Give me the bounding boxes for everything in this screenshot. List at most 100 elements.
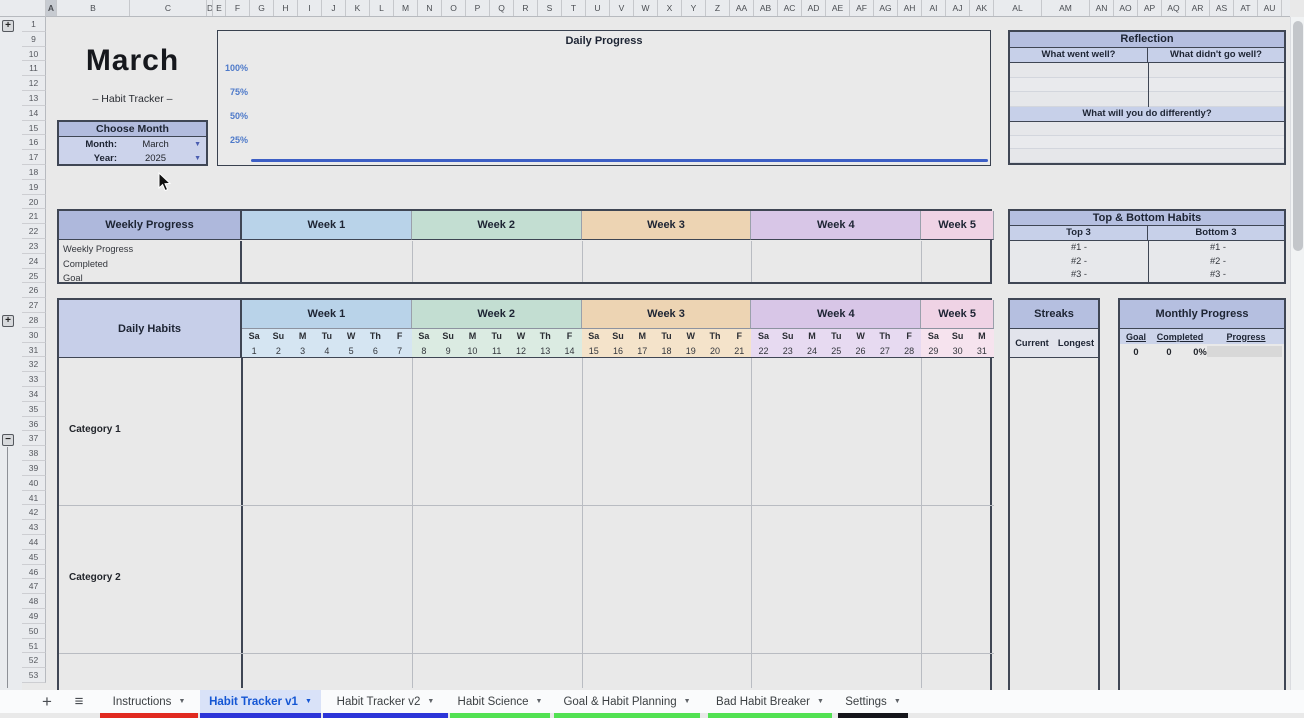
year-dropdown-icon[interactable]: ▼ <box>194 154 201 162</box>
column-header-AT[interactable]: AT <box>1234 0 1258 16</box>
column-header-AU[interactable]: AU <box>1258 0 1282 16</box>
column-header-L[interactable]: L <box>370 0 394 16</box>
row-header-53[interactable]: 53 <box>22 668 46 683</box>
column-header-G[interactable]: G <box>250 0 274 16</box>
column-header-U[interactable]: U <box>586 0 610 16</box>
column-headers[interactable]: A B C D E F G H I J K L M N O P Q R S T U V W X Y Z AA AB AC AD AE AF AG… <box>0 0 1290 17</box>
reflection-empty-row[interactable] <box>1010 135 1284 150</box>
column-header-Q[interactable]: Q <box>490 0 514 16</box>
column-header-A[interactable]: A <box>46 0 57 16</box>
row-header-21[interactable]: 21 <box>22 209 46 225</box>
top3-item[interactable]: #3 - <box>1070 269 1088 280</box>
row-header-22[interactable]: 22 <box>22 224 46 239</box>
reflection-empty-row[interactable] <box>1010 63 1284 78</box>
reflection-empty-row[interactable] <box>1010 149 1284 163</box>
row-header-35[interactable]: 35 <box>22 401 46 417</box>
row-header-18[interactable]: 18 <box>22 165 46 180</box>
sheet-tab-menu-icon[interactable]: ▼ <box>817 698 824 705</box>
row-header-20[interactable]: 20 <box>22 194 46 210</box>
sheet-tab-menu-icon[interactable]: ▼ <box>683 698 691 705</box>
column-header-X[interactable]: X <box>658 0 682 16</box>
column-header-O[interactable]: O <box>442 0 466 16</box>
sheet-tab-instructions[interactable]: Instructions ▼ <box>100 690 198 713</box>
row-header-48[interactable]: 48 <box>22 594 46 609</box>
row-header-50[interactable]: 50 <box>22 623 46 639</box>
row-header-12[interactable]: 12 <box>22 76 46 91</box>
row-header-13[interactable]: 13 <box>22 91 46 106</box>
sheet-tab-menu-icon[interactable]: ▼ <box>427 698 435 705</box>
row-header-49[interactable]: 49 <box>22 609 46 624</box>
row-header-10[interactable]: 10 <box>22 46 46 62</box>
row-header-39[interactable]: 39 <box>22 461 46 476</box>
reflection-empty-row[interactable] <box>1010 77 1284 93</box>
column-header-F[interactable]: F <box>226 0 250 16</box>
row-header-38[interactable]: 38 <box>22 446 46 461</box>
sheet-tab-settings[interactable]: Settings ▼ <box>838 690 908 713</box>
column-header-AH[interactable]: AH <box>898 0 922 16</box>
row-header-42[interactable]: 42 <box>22 505 46 521</box>
column-header-H[interactable]: H <box>274 0 298 16</box>
bottom3-item[interactable]: #2 - <box>1209 255 1227 266</box>
column-header-M[interactable]: M <box>394 0 418 16</box>
weekly-progress-row-labels[interactable]: Weekly Progress Completed Goal <box>59 241 242 283</box>
sheet-tab-menu-icon[interactable]: ▼ <box>304 698 312 705</box>
column-header-AM[interactable]: AM <box>1042 0 1090 16</box>
month-dropdown-icon[interactable]: ▼ <box>194 140 201 148</box>
column-header-AC[interactable]: AC <box>778 0 802 16</box>
row-header-45[interactable]: 45 <box>22 549 46 565</box>
column-header-AA[interactable]: AA <box>730 0 754 16</box>
row-header-23[interactable]: 23 <box>22 239 46 254</box>
reflection-top-rows[interactable] <box>1010 63 1284 107</box>
row-header-14[interactable]: 14 <box>22 105 46 121</box>
column-header-AO[interactable]: AO <box>1114 0 1138 16</box>
sheet-tab-menu-icon[interactable]: ▼ <box>893 698 901 705</box>
year-dropdown-value[interactable]: 2025 <box>144 152 167 164</box>
row-group-expand-button-top[interactable]: + <box>2 20 14 32</box>
column-header-Z[interactable]: Z <box>706 0 730 16</box>
sheet-tab-habit-tracker-v1[interactable]: Habit Tracker v1 ▼ <box>200 690 321 713</box>
row-group-collapse-button-37[interactable]: − <box>2 434 14 446</box>
column-header-K[interactable]: K <box>346 0 370 16</box>
column-header-AR[interactable]: AR <box>1186 0 1210 16</box>
column-header-P[interactable]: P <box>466 0 490 16</box>
row-header-26[interactable]: 26 <box>22 283 46 299</box>
row-header-37[interactable]: 37 <box>22 431 46 447</box>
column-header-AI[interactable]: AI <box>922 0 946 16</box>
sheet-tab-bad-habit-breaker[interactable]: Bad Habit Breaker ▼ <box>708 690 832 713</box>
row-header-24[interactable]: 24 <box>22 253 46 269</box>
month-dropdown-value[interactable]: March <box>142 138 169 150</box>
row-header-47[interactable]: 47 <box>22 579 46 595</box>
column-header-R[interactable]: R <box>514 0 538 16</box>
column-header-AS[interactable]: AS <box>1210 0 1234 16</box>
row-header-36[interactable]: 36 <box>22 416 46 432</box>
row-header-41[interactable]: 41 <box>22 490 46 506</box>
reflection-bottom-rows[interactable] <box>1010 122 1284 163</box>
column-header-B[interactable]: B <box>57 0 130 16</box>
column-header-E[interactable]: E <box>213 0 226 16</box>
bottom3-item[interactable]: #1 - <box>1209 242 1227 252</box>
row-header-27[interactable]: 27 <box>22 298 46 313</box>
column-header-T[interactable]: T <box>562 0 586 16</box>
sheet-tab-habit-tracker-v2[interactable]: Habit Tracker v2 ▼ <box>323 690 448 713</box>
column-header-V[interactable]: V <box>610 0 634 16</box>
column-header-AP[interactable]: AP <box>1138 0 1162 16</box>
column-header-AD[interactable]: AD <box>802 0 826 16</box>
column-header-AF[interactable]: AF <box>850 0 874 16</box>
column-header-N[interactable]: N <box>418 0 442 16</box>
row-header-1[interactable]: 1 <box>22 17 46 32</box>
goal-value[interactable]: 0 <box>1133 346 1139 357</box>
sheet-tab-goal-habit-planning[interactable]: Goal & Habit Planning ▼ <box>554 690 700 713</box>
column-header-AJ[interactable]: AJ <box>946 0 970 16</box>
row-header-33[interactable]: 33 <box>22 372 46 387</box>
row-header-30[interactable]: 30 <box>22 327 46 343</box>
all-sheets-button[interactable]: ≡ <box>74 693 84 710</box>
completed-value[interactable]: 0 <box>1166 346 1172 357</box>
row-header-52[interactable]: 52 <box>22 653 46 669</box>
column-header-AN[interactable]: AN <box>1090 0 1114 16</box>
sheet-tab-habit-science[interactable]: Habit Science ▼ <box>450 690 550 713</box>
row-header-11[interactable]: 11 <box>22 61 46 77</box>
vertical-scrollbar-thumb[interactable] <box>1293 21 1303 251</box>
select-all-corner[interactable] <box>0 0 46 17</box>
top3-item[interactable]: #1 - <box>1070 242 1088 252</box>
vertical-scrollbar[interactable] <box>1290 17 1304 690</box>
